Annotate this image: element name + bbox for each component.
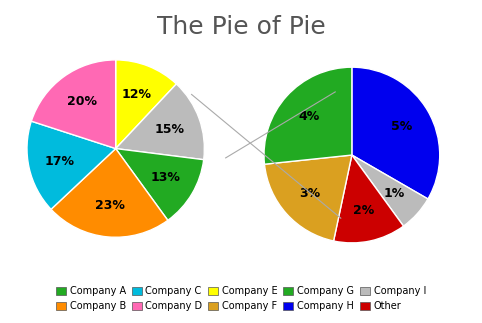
Legend: Company A, Company B, Company C, Company D, Company E, Company F, Company G, Com: Company A, Company B, Company C, Company… [52,282,430,315]
Text: 13%: 13% [150,172,180,184]
Wedge shape [51,149,168,237]
Wedge shape [116,84,204,160]
Wedge shape [265,155,352,241]
Wedge shape [352,67,440,199]
Text: The Pie of Pie: The Pie of Pie [157,16,325,39]
Wedge shape [116,149,204,220]
Text: 2%: 2% [353,204,375,217]
Text: 3%: 3% [299,187,320,200]
Wedge shape [352,155,428,226]
Wedge shape [116,60,176,149]
Text: 15%: 15% [155,122,185,136]
Wedge shape [264,67,352,164]
Text: 12%: 12% [122,89,152,101]
Text: 20%: 20% [67,95,97,109]
Text: 5%: 5% [391,120,412,133]
Text: 17%: 17% [44,155,74,168]
Wedge shape [27,121,116,209]
Text: 1%: 1% [384,187,405,200]
Wedge shape [334,155,403,243]
Text: 4%: 4% [299,110,320,123]
Text: 23%: 23% [95,200,125,213]
Wedge shape [31,60,116,149]
